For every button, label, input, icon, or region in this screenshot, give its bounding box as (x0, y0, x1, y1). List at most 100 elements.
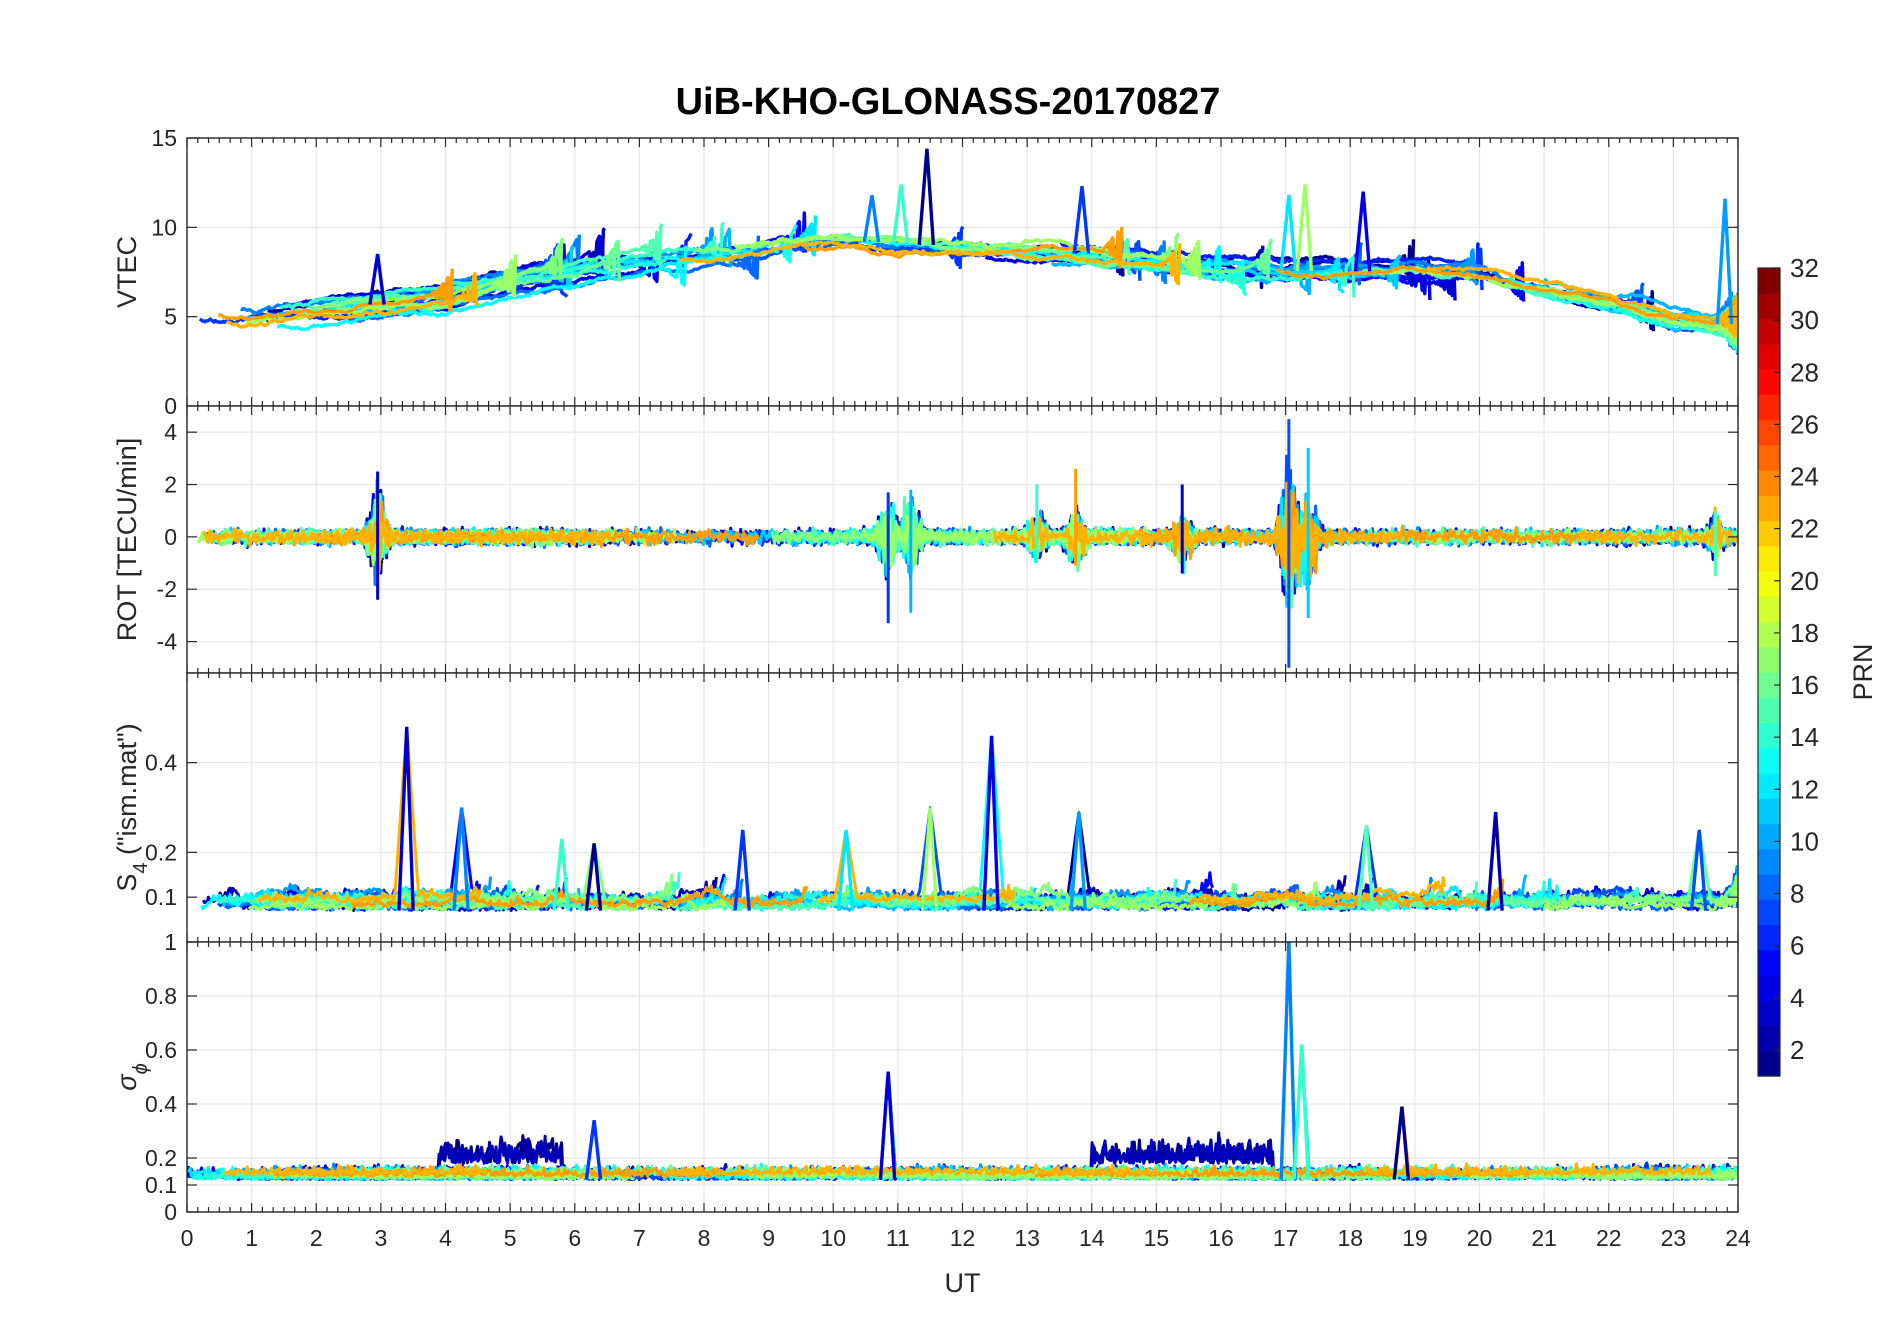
series-peak (917, 148, 936, 246)
colorbar-tick-label: 20 (1790, 566, 1819, 596)
tick-label-y: 0 (164, 524, 177, 550)
panel-rot: -4 -2 0 2 4 ROT [TECU/min] (112, 405, 1739, 674)
colorbar-step (1758, 520, 1780, 547)
series-peak (733, 829, 751, 911)
tick-label-x: 20 (1467, 1225, 1493, 1251)
series-peak (1689, 829, 1708, 911)
series-peak (397, 726, 415, 911)
series-line (247, 892, 727, 912)
tick-label-x: 19 (1402, 1225, 1428, 1251)
series-line (1576, 506, 1738, 550)
tick-label-y: 0.4 (145, 750, 177, 776)
colorbar-tick-label: 28 (1790, 357, 1819, 387)
tick-label-x: 17 (1273, 1225, 1299, 1251)
colorbar-step (1758, 646, 1780, 673)
colorbar-tick-label: 30 (1790, 305, 1819, 335)
colorbar-step (1758, 823, 1780, 850)
tick-label-y: 0.1 (145, 1172, 177, 1198)
tick-label-y: 4 (164, 419, 177, 445)
tick-label-y: -2 (157, 576, 177, 602)
colorbar-step (1758, 798, 1780, 825)
tick-label-y: 15 (151, 125, 177, 151)
series-peak (862, 194, 881, 243)
colorbar-tick-label: 10 (1790, 826, 1819, 856)
colorbar-step (1758, 470, 1780, 496)
colorbar-step (1758, 949, 1780, 976)
series-line (202, 520, 613, 572)
series-peak (1292, 1044, 1310, 1180)
panel-sigma_phi: 00.10.20.40.60.810 1 2 3 4 5 6 7 8 9 10 11 12 13 14 15 1… (112, 929, 1751, 1298)
colorbar-tick-label: 24 (1790, 462, 1819, 492)
tick-label-y: 0 (164, 393, 177, 419)
colorbar-step (1758, 975, 1780, 1001)
tick-label-y: 0.2 (145, 1145, 177, 1171)
series-peak (1069, 811, 1087, 911)
colorbar-tick-label: 4 (1790, 983, 1804, 1013)
colorbar-tick-label: 22 (1790, 514, 1819, 544)
tick-label-x: 15 (1144, 1225, 1170, 1251)
tick-label-y: 1 (164, 929, 177, 955)
tick-label-x: 7 (633, 1225, 646, 1251)
series-peak (584, 1119, 603, 1180)
colorbar-step (1758, 596, 1780, 623)
series-peak (452, 807, 470, 911)
colorbar-step (1758, 1025, 1780, 1052)
tick-label-x: 9 (762, 1225, 775, 1251)
series-peak (1279, 194, 1298, 271)
tick-label-y: 0.4 (145, 1091, 177, 1117)
tick-label-x: 12 (950, 1225, 976, 1251)
tick-label-x: 4 (439, 1225, 452, 1251)
tick-label-y: 0.1 (145, 884, 177, 910)
series-peak (878, 1071, 897, 1180)
colorbar-step (1758, 773, 1780, 799)
colorbar-step (1758, 621, 1780, 648)
series-line (271, 1164, 726, 1178)
tick-label-y: 2 (164, 472, 177, 498)
panel-vtec: 0 5 10 15 VTEC (112, 125, 1739, 419)
series-lines (187, 942, 1738, 1182)
colorbar-step (1758, 394, 1780, 421)
ylabel-rot: ROT [TECU/min] (112, 438, 142, 642)
series-peak (1715, 198, 1734, 325)
colorbar-step (1758, 419, 1780, 446)
colorbar-step (1758, 1050, 1780, 1077)
series-line (222, 1163, 488, 1177)
series-peak (1392, 1106, 1411, 1180)
colorbar-tick-label: 18 (1790, 618, 1819, 648)
tick-label-x: 10 (820, 1225, 846, 1251)
series-lines (198, 148, 1738, 355)
series-line (666, 1163, 1160, 1177)
tick-label-x: 13 (1014, 1225, 1040, 1251)
series-peak (891, 184, 910, 244)
series-line (679, 240, 1182, 286)
series-lines (196, 419, 1738, 668)
ticks: 00.10.20.40.60.810 1 2 3 4 5 6 7 8 9 10 11 12 13 14 15 1… (145, 929, 1751, 1251)
ylabel-s4: S4 ("ism.mat") (112, 723, 152, 891)
xlabel: UT (945, 1268, 981, 1298)
tick-label-x: 0 (181, 1225, 194, 1251)
colorbar-step (1758, 571, 1780, 597)
tick-label-x: 2 (310, 1225, 323, 1251)
tick-label-x: 16 (1208, 1225, 1234, 1251)
panel-s4: 0.1 0.2 0.4S4 ("ism.mat") (112, 672, 1739, 943)
colorbar-step (1758, 545, 1780, 572)
series-peak (982, 735, 1000, 911)
ylabel-vtec: VTEC (112, 236, 142, 308)
series-line (257, 731, 483, 905)
series-line (1364, 1162, 1712, 1177)
ticks: 0 5 10 15 (151, 125, 1739, 419)
colorbar-tick-label: 8 (1790, 879, 1804, 909)
tick-label-y: 0.8 (145, 983, 177, 1009)
series-line (1188, 878, 1505, 908)
colorbar-step (1758, 899, 1780, 926)
colorbar-step (1758, 697, 1780, 724)
tick-label-x: 1 (245, 1225, 258, 1251)
series-line (1276, 264, 1738, 335)
colorbar-tick-label: 32 (1790, 253, 1819, 283)
colorbar-step (1758, 1000, 1780, 1027)
colorbar-step (1758, 343, 1780, 370)
series-peak (920, 807, 939, 911)
colorbar-step (1758, 318, 1780, 345)
colorbar-step (1758, 747, 1780, 774)
tick-label-x: 5 (504, 1225, 517, 1251)
